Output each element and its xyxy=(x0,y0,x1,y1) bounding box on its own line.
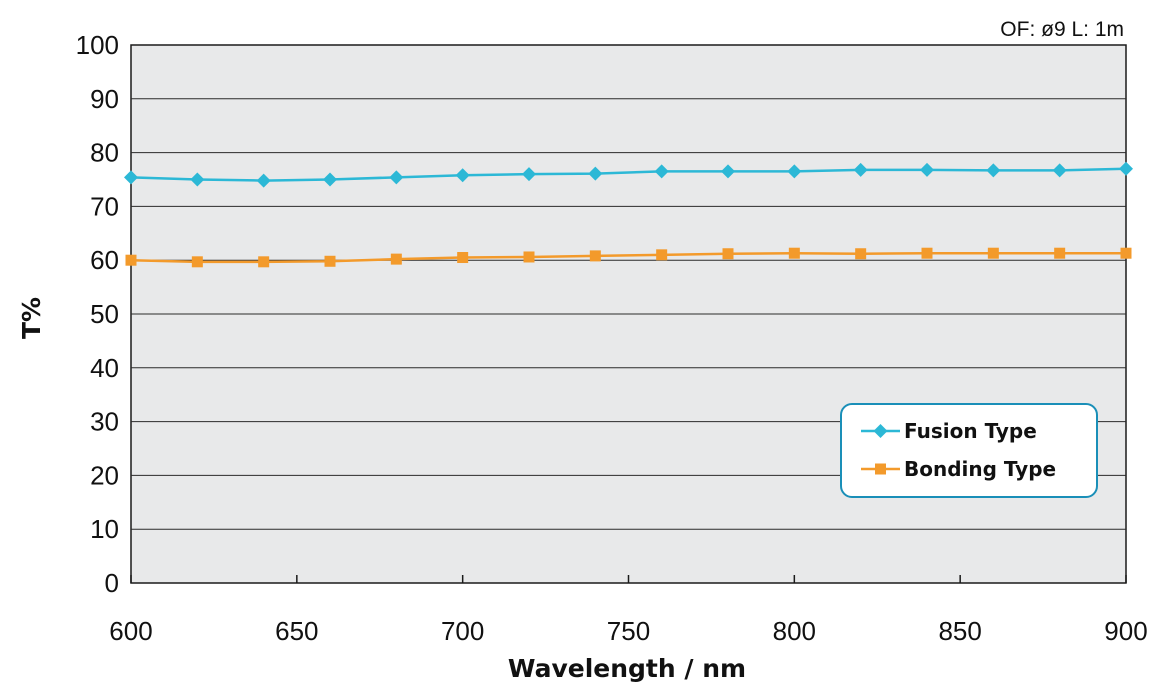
series-line xyxy=(130,251,1126,264)
legend-marker xyxy=(873,424,888,438)
data-point xyxy=(390,253,402,265)
data-point xyxy=(125,254,137,266)
data-point xyxy=(191,256,203,268)
data-point xyxy=(589,250,601,262)
y-axis-label: T% xyxy=(17,297,46,339)
x-tick-label: 750 xyxy=(607,616,650,646)
series-layer xyxy=(124,161,1133,268)
legend-label: Bonding Type xyxy=(904,457,1056,481)
data-point xyxy=(987,247,999,259)
legend-item: Bonding Type xyxy=(861,457,1056,481)
series-fusion-type xyxy=(124,161,1133,188)
data-point xyxy=(455,168,470,183)
x-tick-label: 850 xyxy=(938,616,981,646)
x-tick-label: 600 xyxy=(109,616,152,646)
series-bonding-type xyxy=(125,247,1132,268)
data-point xyxy=(324,255,336,267)
y-tick-label: 100 xyxy=(76,30,119,60)
y-tick-label: 10 xyxy=(90,514,119,544)
series-line xyxy=(130,167,1127,182)
data-point xyxy=(323,172,337,187)
x-ticks: 600 650 700 750 800 850 900 xyxy=(109,575,1148,646)
data-point xyxy=(1054,247,1066,259)
gridlines xyxy=(131,98,1126,530)
data-point xyxy=(722,248,734,260)
y-tick-label: 50 xyxy=(90,299,119,329)
data-point xyxy=(855,248,867,260)
x-tick-label: 900 xyxy=(1104,616,1147,646)
data-point xyxy=(654,164,669,179)
data-point xyxy=(920,162,934,177)
data-point xyxy=(124,170,138,185)
y-tick-label: 70 xyxy=(90,191,119,221)
data-point xyxy=(523,251,535,263)
data-point xyxy=(256,173,271,188)
data-point xyxy=(1119,161,1133,176)
data-point xyxy=(656,249,668,261)
y-tick-label: 80 xyxy=(90,138,119,168)
y-tick-label: 0 xyxy=(105,568,119,598)
data-point xyxy=(921,247,933,259)
y-tick-label: 60 xyxy=(90,245,119,275)
legend-marker xyxy=(875,463,886,475)
legend-box xyxy=(840,403,1098,498)
x-axis-label: Wavelength / nm xyxy=(508,654,746,683)
data-point xyxy=(588,166,603,181)
y-tick-label: 40 xyxy=(90,353,119,383)
data-point xyxy=(1052,163,1067,178)
chart-note: OF: ø9 L: 1m xyxy=(1000,18,1124,41)
data-point xyxy=(522,167,536,182)
data-point xyxy=(190,172,205,187)
x-tick-label: 650 xyxy=(275,616,318,646)
legend-label: Fusion Type xyxy=(904,419,1037,443)
legend-item: Fusion Type xyxy=(861,419,1037,443)
y-tick-label: 20 xyxy=(90,460,119,490)
y-ticks: 0 10 20 30 40 50 60 70 80 90 100 xyxy=(76,30,119,598)
legend: Fusion Type Bonding Type xyxy=(840,403,1098,498)
y-tick-label: 90 xyxy=(90,84,119,114)
y-tick-label: 30 xyxy=(90,407,119,437)
data-point xyxy=(853,162,868,177)
data-point xyxy=(389,170,404,185)
data-point xyxy=(258,256,270,268)
data-point xyxy=(1120,247,1132,259)
data-point xyxy=(721,164,735,179)
data-point xyxy=(986,163,1001,178)
data-point xyxy=(788,247,800,259)
data-point xyxy=(457,252,469,264)
x-tick-label: 800 xyxy=(773,616,816,646)
x-tick-label: 700 xyxy=(441,616,484,646)
data-point xyxy=(787,164,802,179)
